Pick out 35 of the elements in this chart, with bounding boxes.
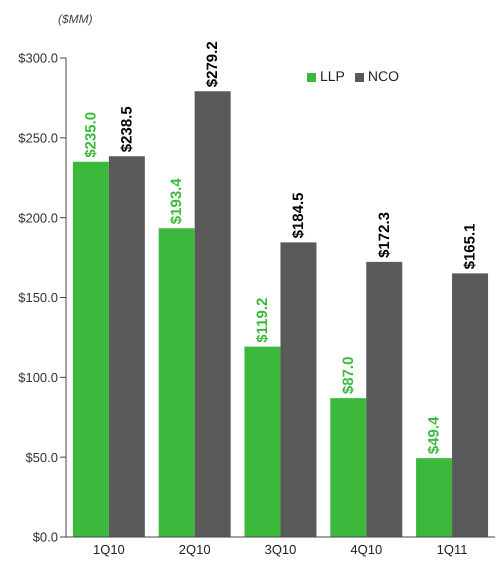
bar	[452, 273, 488, 537]
data-label: $165.1	[462, 224, 479, 270]
x-tick-label: 2Q10	[178, 542, 211, 558]
x-tick-label: 3Q10	[264, 542, 296, 558]
y-tick-label: $50.0	[25, 450, 58, 465]
legend-label: NCO	[368, 68, 399, 84]
x-tick-label: 4Q10	[350, 542, 382, 558]
bar	[416, 458, 452, 537]
data-label: $49.4	[426, 416, 443, 454]
x-tick-label: 1Q10	[92, 542, 125, 558]
bar	[108, 156, 145, 537]
bar	[158, 228, 195, 537]
y-axis-title: ($MM)	[58, 12, 93, 26]
data-label: $172.3	[376, 212, 393, 258]
bar	[366, 262, 402, 537]
y-tick-label: $200.0	[18, 210, 58, 226]
y-tick-label: $0.0	[32, 530, 58, 545]
data-label: $119.2	[254, 298, 271, 343]
bar	[330, 398, 366, 537]
data-label: $238.5	[118, 106, 136, 152]
bar	[244, 346, 280, 537]
data-label: $279.2	[204, 41, 222, 88]
y-tick-label: $250.0	[18, 130, 58, 146]
y-tick-label: $100.0	[18, 370, 58, 385]
data-label: $193.4	[168, 178, 186, 224]
data-label: $87.0	[340, 356, 357, 394]
bar	[194, 91, 231, 537]
legend-label: LLP	[320, 68, 345, 84]
x-tick-label: 1Q11	[436, 542, 468, 558]
y-tick-label: $300.0	[18, 50, 58, 66]
bar	[72, 162, 109, 537]
bar	[280, 242, 316, 537]
y-tick-label: $150.0	[18, 290, 58, 306]
data-label: $184.5	[290, 192, 307, 238]
data-label: $235.0	[82, 112, 100, 158]
